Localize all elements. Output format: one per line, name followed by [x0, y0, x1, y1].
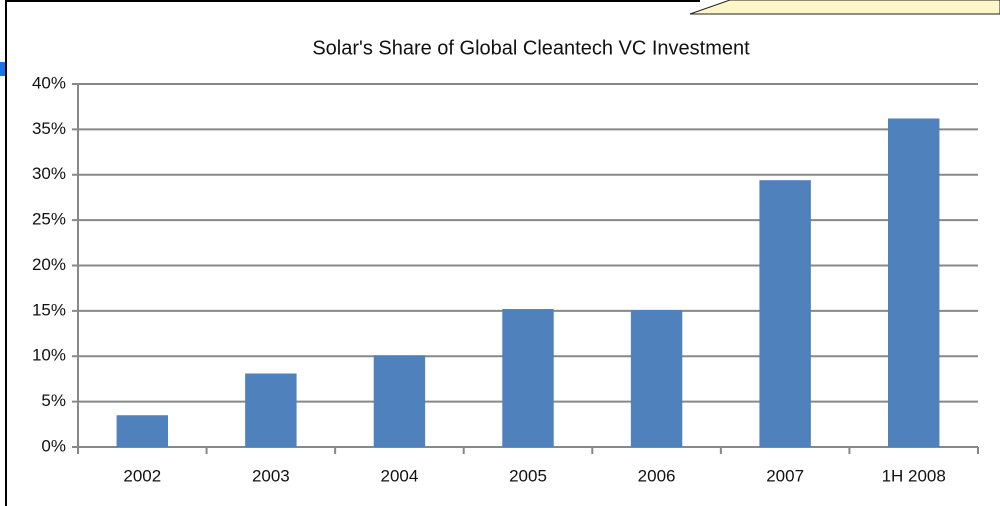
y-tick-label: 5%	[41, 391, 66, 410]
x-tick-label: 2006	[638, 466, 676, 485]
y-tick-label: 40%	[32, 73, 66, 92]
marker	[0, 62, 5, 76]
callout	[689, 0, 1000, 15]
bar	[116, 415, 168, 447]
y-tick-label: 25%	[32, 210, 66, 229]
y-tick-label: 35%	[32, 119, 66, 138]
bar	[373, 355, 426, 447]
y-tick-label: 20%	[32, 255, 66, 274]
x-tick-label: 1H 2008	[882, 466, 946, 485]
y-tick-label: 0%	[41, 436, 66, 455]
y-tick-label: 15%	[32, 300, 66, 319]
x-tick-label: 2007	[766, 466, 804, 485]
chart-title: Solar's Share of Global Cleantech VC Inv…	[312, 37, 750, 59]
y-tick-label: 10%	[32, 346, 66, 365]
x-tick-label: 2002	[123, 466, 161, 485]
bar	[759, 180, 811, 447]
bar	[888, 118, 940, 448]
y-tick-label: 30%	[32, 164, 66, 183]
bar	[502, 309, 554, 447]
bar	[245, 373, 297, 447]
x-tick-label: 2004	[381, 466, 419, 485]
x-tick-label: 2003	[252, 466, 290, 485]
x-tick-label: 2005	[509, 466, 547, 485]
bar	[630, 309, 683, 447]
